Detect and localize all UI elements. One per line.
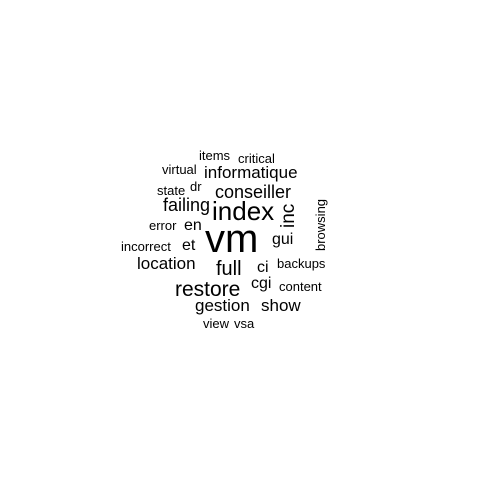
word-error: error [149, 218, 177, 233]
word-backups: backups [277, 256, 326, 271]
word-browsing: browsing [313, 198, 328, 251]
word-cgi: cgi [251, 275, 272, 292]
word-gui: gui [272, 231, 294, 248]
word-state: state [157, 183, 186, 198]
word-inc: inc [278, 203, 299, 228]
word-vm: vm [205, 217, 259, 261]
word-vsa: vsa [234, 316, 255, 331]
word-critical: critical [238, 151, 275, 166]
word-restore: restore [175, 278, 241, 301]
word-failing: failing [163, 195, 211, 215]
word-full: full [216, 258, 242, 280]
word-en: en [184, 217, 202, 234]
word-items: items [199, 148, 231, 163]
word-ci: ci [257, 259, 269, 276]
word-dr: dr [190, 179, 202, 194]
word-view: view [203, 316, 230, 331]
word-gestion: gestion [195, 296, 250, 315]
word-conseiller: conseiller [215, 182, 292, 202]
word-informatique: informatique [204, 163, 298, 182]
word-show: show [261, 296, 301, 315]
word-location: location [137, 254, 196, 273]
word-index: index [212, 196, 275, 226]
word-incorrect: incorrect [121, 239, 171, 254]
word-virtual: virtual [162, 162, 197, 177]
word-content: content [279, 279, 322, 294]
word-et: et [182, 237, 196, 254]
